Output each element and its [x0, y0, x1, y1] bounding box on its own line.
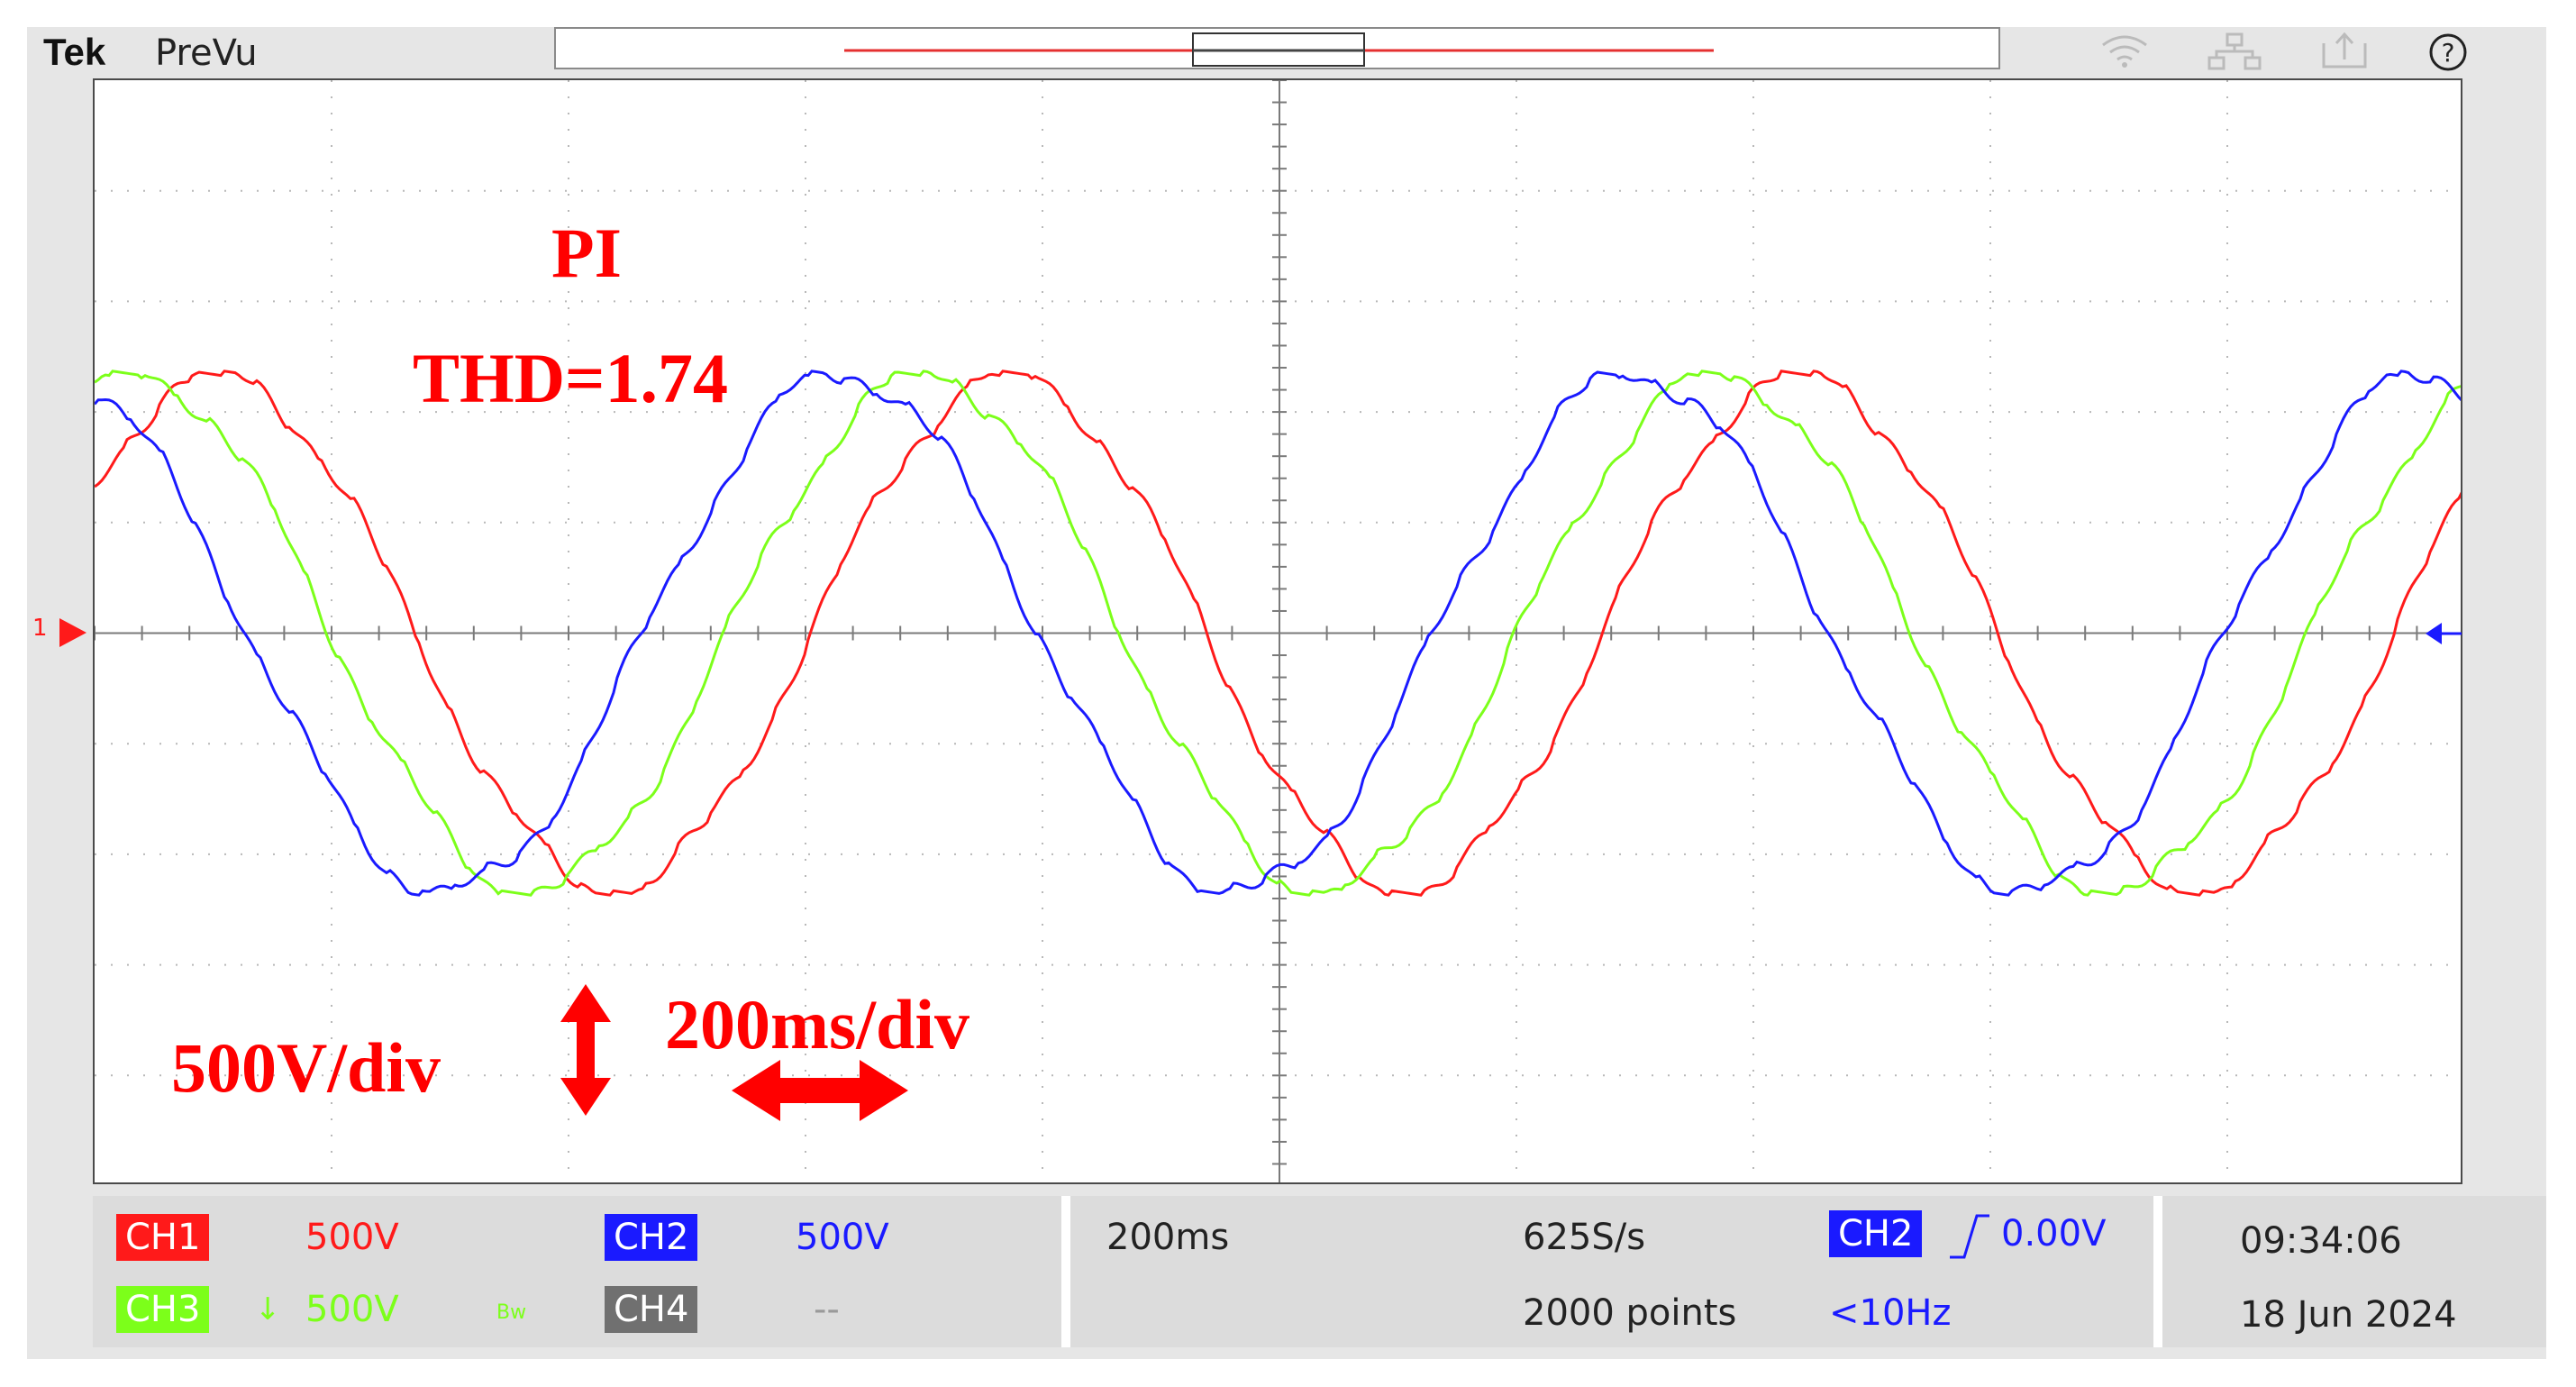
- help-icon[interactable]: ?: [2428, 32, 2471, 85]
- ch1-badge[interactable]: CH1: [116, 1214, 210, 1261]
- export-icon[interactable]: [2320, 31, 2371, 79]
- vertical-scale-label: 500V/div: [171, 1028, 441, 1107]
- record-length-value: 2000 points: [1523, 1292, 1737, 1334]
- waveform-display[interactable]: [93, 78, 2462, 1184]
- clock-panel[interactable]: 09:34:06 18 Jun 2024: [2162, 1196, 2546, 1347]
- status-bar: CH1 500V CH2 500V CH3 ↓ 500V Bw CH4 -- 2…: [93, 1196, 2546, 1347]
- timebase-value[interactable]: 200ms: [1106, 1217, 1230, 1258]
- ch3-bandwidth-limit-icon: Bw: [496, 1301, 527, 1324]
- ch2-trace: [95, 370, 2461, 897]
- sample-rate-value: 625S/s: [1523, 1217, 1646, 1258]
- horizontal-double-arrow-icon: [732, 1060, 908, 1121]
- brand-logo: Tek: [43, 31, 106, 73]
- thd-label: THD=1.74: [413, 339, 728, 417]
- record-timeline[interactable]: [554, 27, 2000, 69]
- ch2-badge[interactable]: CH2: [605, 1214, 698, 1261]
- acquisition-mode: PreVu: [155, 32, 258, 74]
- traces: [95, 370, 2461, 897]
- ch1-ground-marker[interactable]: 1: [32, 615, 48, 642]
- graticule: [95, 80, 2461, 1182]
- ch1-ground-arrow-icon[interactable]: [54, 615, 90, 651]
- ch4-scale[interactable]: --: [814, 1289, 840, 1330]
- ch3-coupling-icon: ↓: [255, 1291, 281, 1328]
- network-icon[interactable]: [2207, 32, 2262, 79]
- vertical-double-arrow-icon: [560, 984, 611, 1116]
- ch1-ground-marker-label: 1: [32, 615, 48, 642]
- acquisition-panel[interactable]: 200ms 625S/s 2000 points CH2 0.00V <10Hz: [1070, 1196, 2152, 1347]
- horizontal-scale-label: 200ms/div: [665, 985, 970, 1063]
- trigger-source-badge[interactable]: CH2: [1829, 1210, 1923, 1257]
- ch3-badge[interactable]: CH3: [116, 1286, 210, 1333]
- channel-panel: CH1 500V CH2 500V CH3 ↓ 500V Bw CH4 --: [93, 1196, 1061, 1347]
- status-separator-2: [2153, 1196, 2162, 1347]
- controller-label: PI: [551, 214, 622, 292]
- status-separator-1: [1061, 1196, 1070, 1347]
- ch4-badge[interactable]: CH4: [605, 1286, 698, 1333]
- clock-time: 09:34:06: [2240, 1220, 2402, 1262]
- rising-edge-icon: [1950, 1214, 1989, 1259]
- trigger-level-arrow-icon[interactable]: [2422, 620, 2462, 647]
- ch3-trace: [95, 370, 2461, 897]
- timeline-graphic: [844, 32, 1714, 67]
- ch1-scale[interactable]: 500V: [305, 1217, 399, 1258]
- ch2-scale[interactable]: 500V: [796, 1217, 889, 1258]
- waveform-canvas: [95, 80, 2461, 1182]
- ch3-scale[interactable]: 500V: [305, 1289, 399, 1330]
- trigger-level-value[interactable]: 0.00V: [2001, 1213, 2107, 1255]
- wifi-icon[interactable]: [2099, 32, 2150, 78]
- ch1-trace: [95, 370, 2461, 897]
- svg-text:?: ?: [2442, 38, 2455, 68]
- clock-date: 18 Jun 2024: [2240, 1294, 2457, 1336]
- trigger-frequency-value: <10Hz: [1829, 1292, 1952, 1334]
